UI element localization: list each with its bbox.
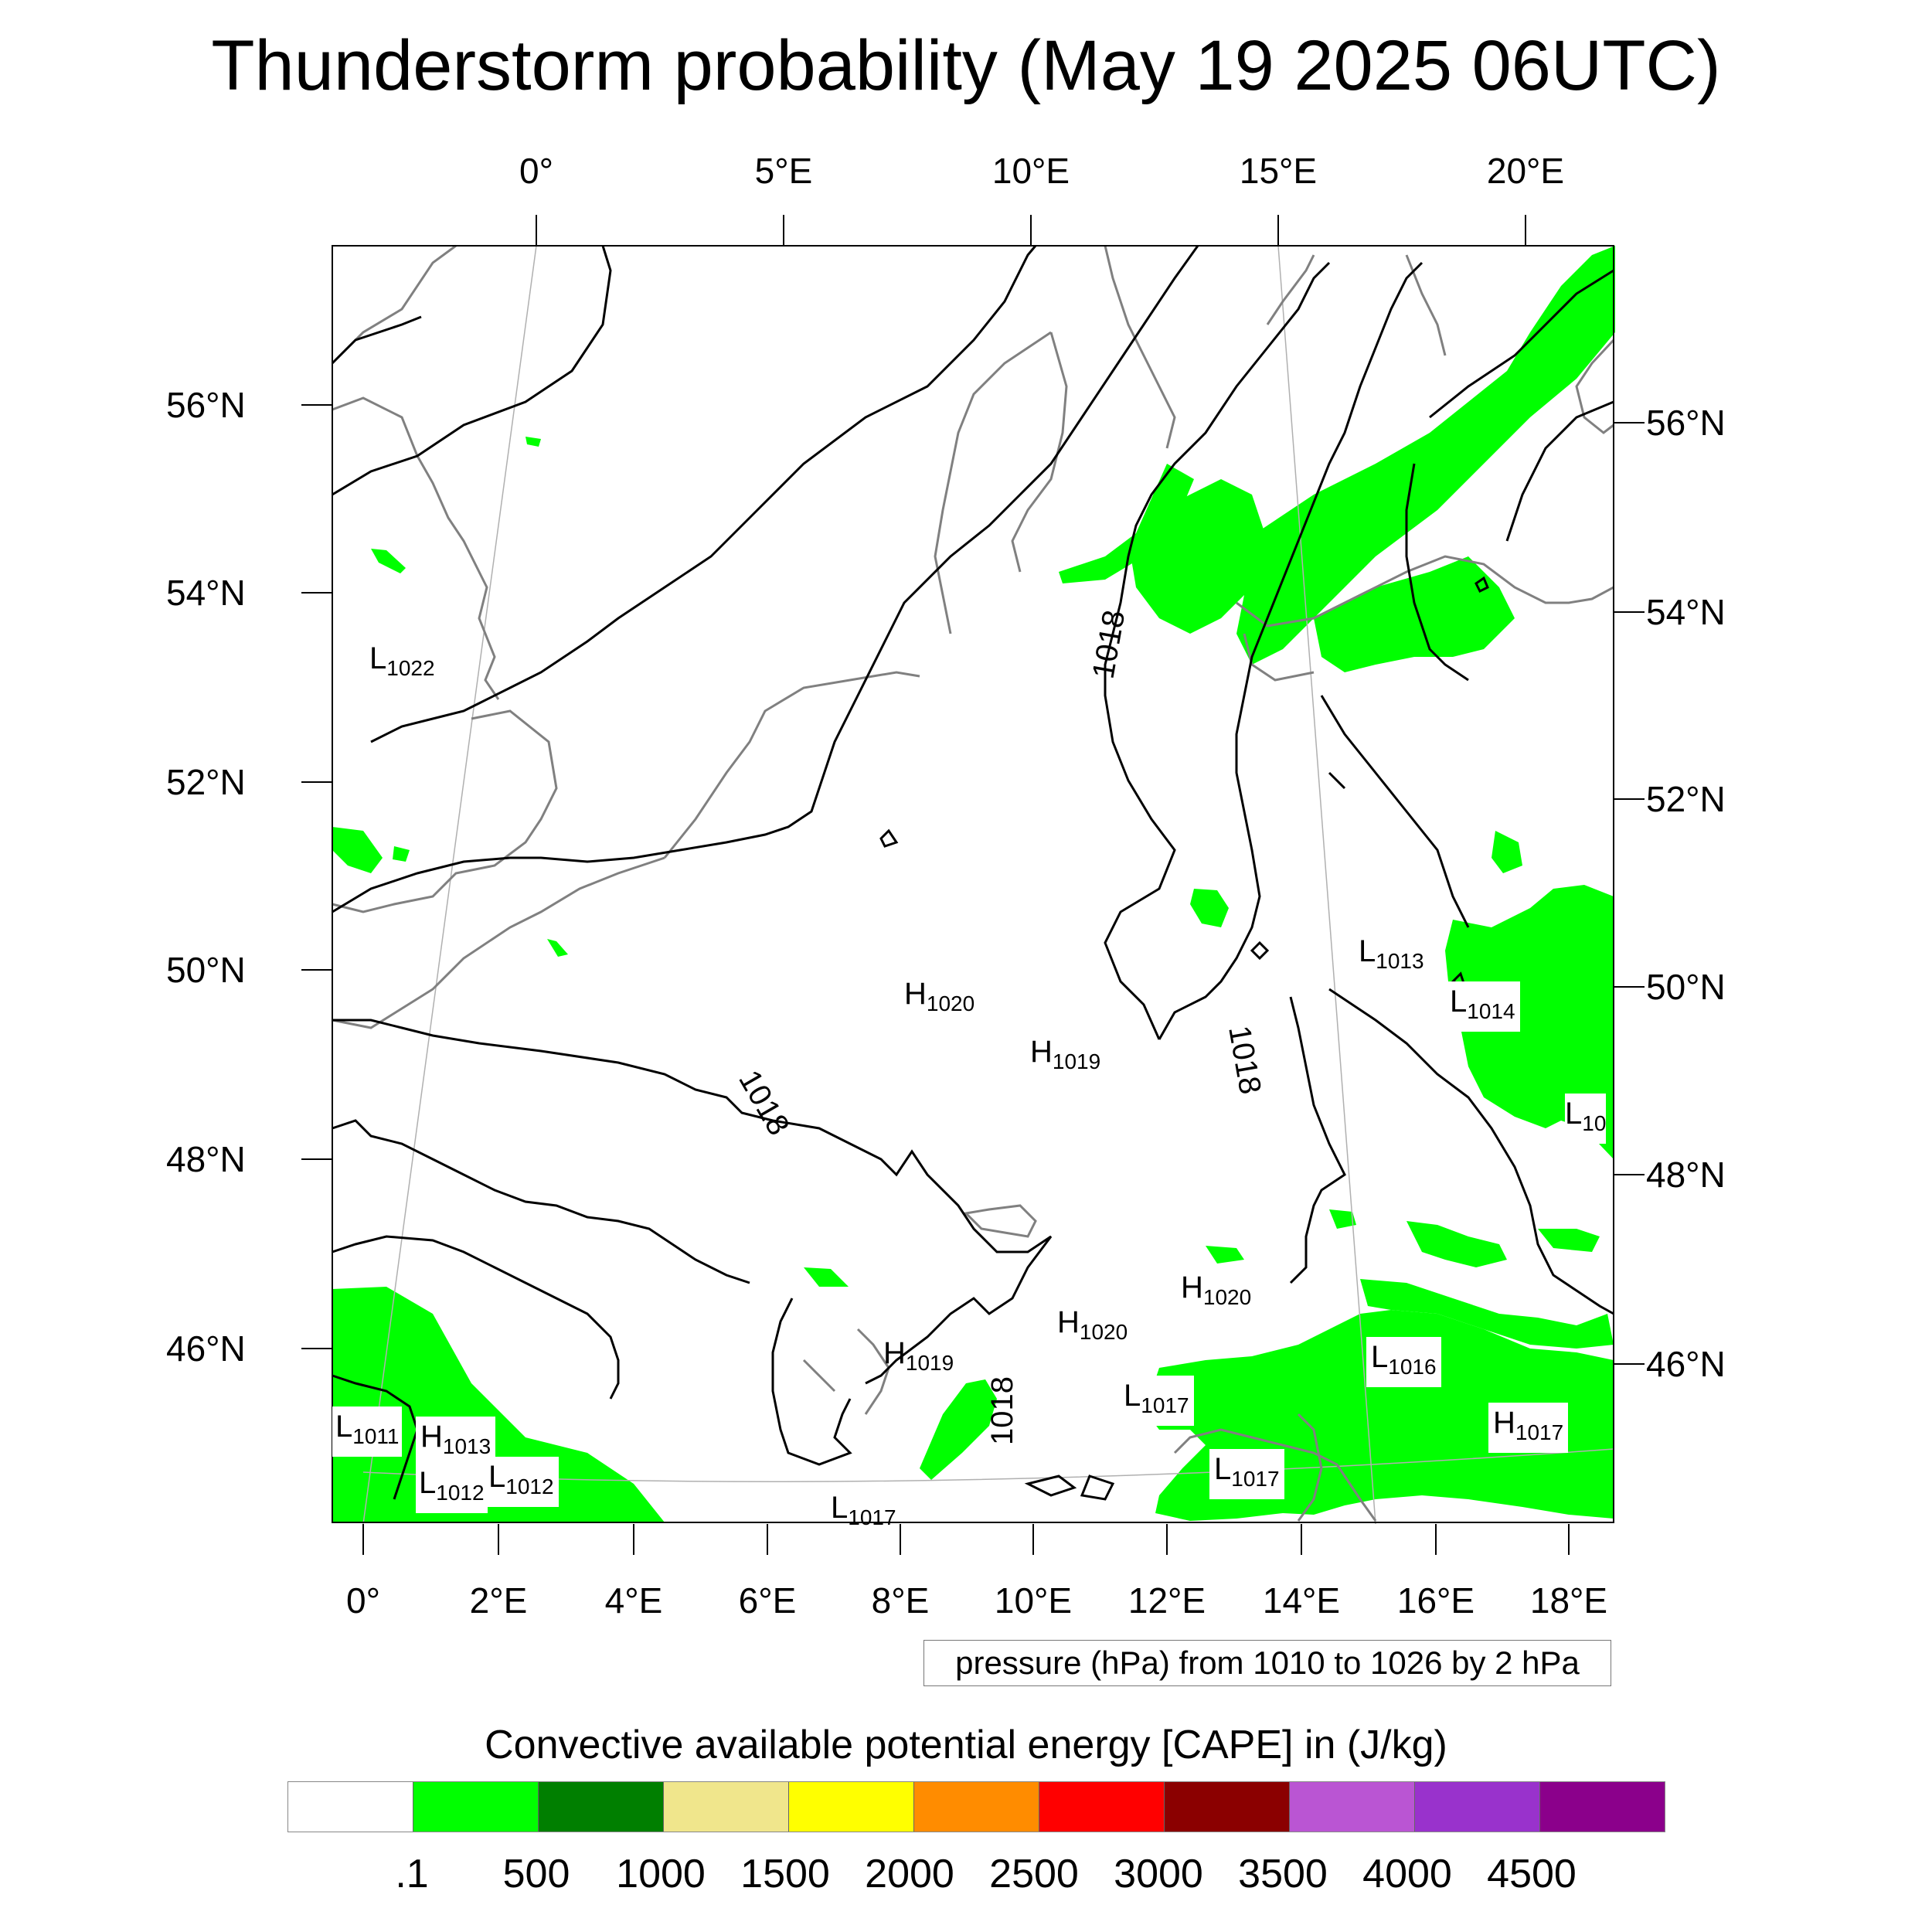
- top-lon-label: 20°E: [1486, 151, 1565, 191]
- colorbar-segment: [1289, 1782, 1414, 1832]
- colorbar-label: 1000: [616, 1852, 706, 1896]
- colorbar-label: 500: [502, 1852, 570, 1896]
- cape-areas: [332, 246, 1615, 1522]
- pressure-center-label: H1019: [883, 1336, 954, 1375]
- isobar-label: 1018: [985, 1376, 1019, 1445]
- right-lat-label: 50°N: [1646, 967, 1726, 1007]
- pressure-center-label: H1017: [1488, 1403, 1569, 1453]
- pressure-center-label: L10: [1565, 1094, 1607, 1144]
- colorbar-label: 3500: [1238, 1852, 1328, 1896]
- bottom-lon-label: 2°E: [469, 1580, 528, 1621]
- top-lon-label: 5°E: [754, 151, 813, 191]
- colorbar: [287, 1781, 1665, 1832]
- bottom-lon-label: 14°E: [1262, 1580, 1341, 1621]
- colorbar-title: Convective available potential energy [C…: [485, 1723, 1447, 1767]
- colorbar-label: 4000: [1362, 1852, 1452, 1896]
- colorbar-label: 2000: [865, 1852, 954, 1896]
- pressure-center-label: L1016: [1366, 1337, 1441, 1387]
- colorbar-label: 2500: [989, 1852, 1079, 1896]
- left-lat-label: 46°N: [166, 1328, 246, 1369]
- bottom-lon-label: 4°E: [604, 1580, 663, 1621]
- bottom-lon-label: 0°: [346, 1580, 380, 1621]
- plot-frame: [332, 245, 1614, 1523]
- pressure-center-label: L1011: [332, 1406, 403, 1457]
- right-lat-label: 48°N: [1646, 1155, 1726, 1195]
- pressure-center-label: L1022: [369, 641, 435, 680]
- colorbar-segment: [788, 1782, 913, 1832]
- isobar-label: 1018: [1222, 1023, 1267, 1097]
- coastlines: [331, 244, 1615, 1522]
- left-lat-label: 48°N: [166, 1139, 246, 1179]
- pressure-center-label: H1013: [416, 1417, 496, 1467]
- top-lon-label: 10°E: [992, 151, 1070, 191]
- top-lon-label: 0°: [519, 151, 553, 191]
- pressure-center-label: H1020: [1057, 1305, 1128, 1344]
- right-lat-label: 52°N: [1646, 779, 1726, 819]
- isobar-labels: 1018 1018 1018 1018: [732, 607, 1267, 1445]
- pressure-center-label: L1017: [831, 1491, 896, 1529]
- map-title: Thunderstorm probability (May 19 2025 06…: [211, 26, 1721, 105]
- bottom-lon-label: 12°E: [1128, 1580, 1206, 1621]
- left-lat-label: 50°N: [166, 950, 246, 990]
- pressure-note: pressure (hPa) from 1010 to 1026 by 2 hP…: [923, 1640, 1611, 1686]
- right-lat-label: 56°N: [1646, 403, 1726, 443]
- bottom-lon-label: 18°E: [1529, 1580, 1608, 1621]
- bottom-lon-label: 10°E: [994, 1580, 1073, 1621]
- isobar-label: 1018: [1087, 607, 1132, 681]
- pressure-center-label: L1012: [484, 1457, 559, 1507]
- pressure-center-label: L1017: [1119, 1376, 1194, 1426]
- bottom-lon-label: 6°E: [738, 1580, 797, 1621]
- isobars: [331, 245, 1614, 1501]
- right-lat-label: 54°N: [1646, 592, 1726, 632]
- pressure-center-label: H1020: [1181, 1270, 1252, 1309]
- left-lat-label: 52°N: [166, 762, 246, 802]
- colorbar-segment: [913, 1782, 1039, 1832]
- colorbar-segment: [1164, 1782, 1289, 1832]
- colorbar-label: 4500: [1487, 1852, 1577, 1896]
- pressure-center-label: L1014: [1445, 981, 1520, 1032]
- left-lat-label: 56°N: [166, 385, 246, 425]
- colorbar-segment: [288, 1782, 413, 1832]
- bottom-lon-label: 8°E: [871, 1580, 930, 1621]
- colorbar-label: .1: [395, 1852, 429, 1896]
- pressure-center-label: L1012: [416, 1463, 488, 1513]
- bottom-lon-label: 16°E: [1396, 1580, 1475, 1621]
- colorbar-segment: [538, 1782, 663, 1832]
- pressure-center-label: L1013: [1359, 934, 1424, 973]
- colorbar-label: 3000: [1114, 1852, 1203, 1896]
- top-lon-label: 15°E: [1239, 151, 1318, 191]
- colorbar-segment: [1039, 1782, 1164, 1832]
- left-lat-label: 54°N: [166, 573, 246, 613]
- colorbar-segment: [1539, 1782, 1665, 1832]
- colorbar-segment: [663, 1782, 788, 1832]
- colorbar-segment: [1414, 1782, 1539, 1832]
- pressure-center-label: H1020: [904, 977, 975, 1015]
- right-lat-label: 46°N: [1646, 1344, 1726, 1384]
- axis-ticks: [301, 215, 1645, 1555]
- pressure-center-label: H1019: [1030, 1035, 1101, 1073]
- pressure-center-label: L1017: [1209, 1449, 1284, 1499]
- isobar-label: 1018: [732, 1065, 796, 1141]
- colorbar-segment: [413, 1782, 538, 1832]
- colorbar-label: 1500: [740, 1852, 830, 1896]
